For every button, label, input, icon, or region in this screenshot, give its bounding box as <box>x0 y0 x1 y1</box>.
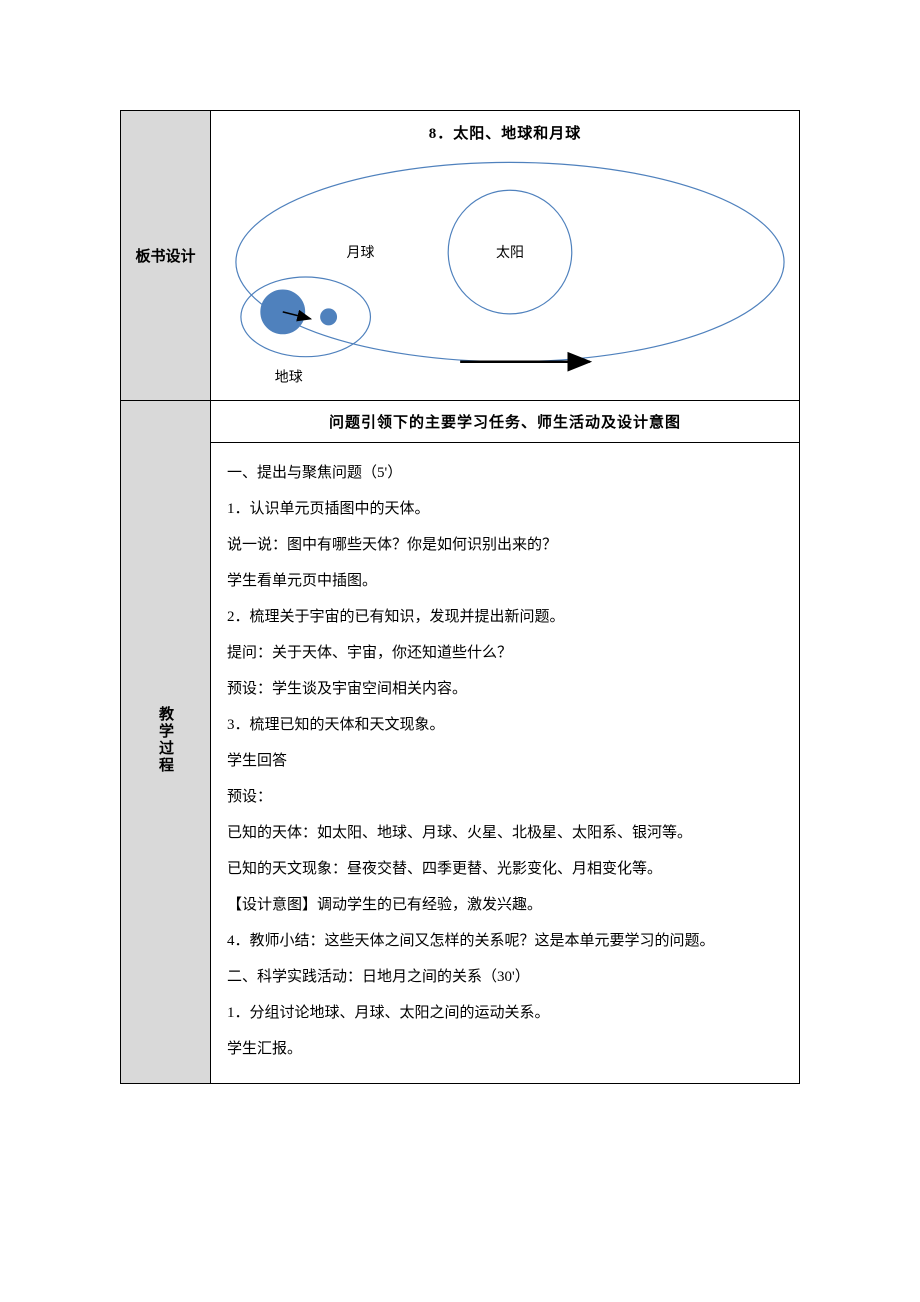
content-line: 学生看单元页中插图。 <box>227 563 783 599</box>
content-line: 【设计意图】调动学生的已有经验，激发兴趣。 <box>227 887 783 923</box>
row-teaching-content: 一、提出与聚焦问题（5'） 1．认识单元页插图中的天体。 说一说：图中有哪些天体… <box>121 443 800 1084</box>
lesson-plan-table: 板书设计 8．太阳、地球和月球 太阳 <box>120 110 800 1084</box>
content-line: 说一说：图中有哪些天体？你是如何识别出来的？ <box>227 527 783 563</box>
side-label-teaching-process: 教学过程 <box>121 401 211 1084</box>
content-line: 2．梳理关于宇宙的已有知识，发现并提出新问题。 <box>227 599 783 635</box>
content-line: 已知的天文现象：昼夜交替、四季更替、光影变化、月相变化等。 <box>227 851 783 887</box>
content-line: 预设： <box>227 779 783 815</box>
content-line: 1．认识单元页插图中的天体。 <box>227 491 783 527</box>
row-board-design: 板书设计 8．太阳、地球和月球 太阳 <box>121 111 800 401</box>
orbit-diagram: 太阳 月球 地球 <box>211 147 799 397</box>
content-line: 二、科学实践活动：日地月之间的关系（30'） <box>227 959 783 995</box>
sun-label: 太阳 <box>496 245 524 261</box>
content-line: 4．教师小结：这些天体之间又怎样的关系呢？这是本单元要学习的问题。 <box>227 923 783 959</box>
side-label-text: 板书设计 <box>135 249 195 265</box>
lesson-plan-page: 板书设计 8．太阳、地球和月球 太阳 <box>120 110 800 1084</box>
row-tasks-header: 教学过程 问题引领下的主要学习任务、师生活动及设计意图 <box>121 401 800 443</box>
side-label-vert-text: 教学过程 <box>155 706 176 774</box>
moon-label: 月球 <box>347 245 375 261</box>
content-line: 3．梳理已知的天体和天文现象。 <box>227 707 783 743</box>
content-line: 提问：关于天体、宇宙，你还知道些什么？ <box>227 635 783 671</box>
earth-body <box>261 290 305 334</box>
diagram-title: 8．太阳、地球和月球 <box>211 114 799 147</box>
moon-body <box>321 309 337 325</box>
content-line: 已知的天体：如太阳、地球、月球、火星、北极星、太阳系、银河等。 <box>227 815 783 851</box>
content-line: 一、提出与聚焦问题（5'） <box>227 455 783 491</box>
teaching-content: 一、提出与聚焦问题（5'） 1．认识单元页插图中的天体。 说一说：图中有哪些天体… <box>211 443 800 1084</box>
earth-label: 地球 <box>275 370 303 386</box>
side-label-board-design: 板书设计 <box>121 111 211 401</box>
diagram-cell: 8．太阳、地球和月球 太阳 <box>211 111 800 401</box>
content-line: 学生回答 <box>227 743 783 779</box>
content-line: 预设：学生谈及宇宙空间相关内容。 <box>227 671 783 707</box>
tasks-header: 问题引领下的主要学习任务、师生活动及设计意图 <box>211 401 800 443</box>
content-line: 1．分组讨论地球、月球、太阳之间的运动关系。 <box>227 995 783 1031</box>
content-line: 学生汇报。 <box>227 1031 783 1067</box>
